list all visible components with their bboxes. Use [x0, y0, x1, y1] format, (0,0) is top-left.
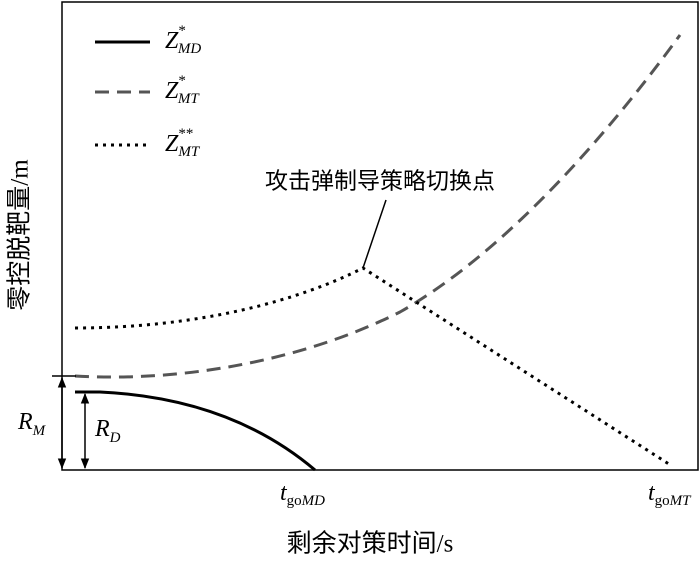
annotation: 攻击弹制导策略切换点	[265, 168, 495, 193]
legend-label: Z** MT	[165, 126, 201, 160]
sup: *	[178, 23, 186, 39]
symbol: R	[94, 416, 110, 442]
curve-zmt	[74, 34, 682, 379]
sub: go	[655, 493, 670, 509]
curve-zmt2	[74, 266, 673, 468]
y-axis-label: 零控脱靶量/m	[6, 159, 34, 311]
r-label: RM	[17, 409, 47, 440]
annotation-leader	[362, 199, 387, 269]
sub: MT	[177, 144, 200, 160]
sub: D	[109, 430, 121, 446]
sub: MD	[177, 41, 201, 57]
symbol: t	[280, 480, 288, 506]
symbol: Z	[165, 78, 179, 104]
x-axis-label: 剩余对策时间/s	[287, 530, 454, 558]
sub: MT	[669, 493, 692, 509]
t-label: tgoMT	[648, 480, 692, 510]
symbol: Z	[165, 131, 179, 157]
symbol: R	[17, 409, 33, 435]
sub: MD	[301, 493, 325, 509]
legend-label: Z* MD	[165, 23, 201, 57]
sub: MT	[177, 91, 200, 107]
r-label: RD	[94, 416, 121, 447]
symbol: Z	[165, 28, 179, 54]
plot-frame	[61, 1, 699, 471]
symbol: t	[648, 480, 656, 506]
sub: M	[32, 423, 47, 439]
curve-zmd	[75, 390, 316, 472]
legend-label: Z* MT	[165, 73, 200, 107]
sup: **	[178, 126, 193, 142]
sup: *	[178, 73, 186, 89]
t-label: tgoMD	[280, 480, 325, 510]
sub: go	[287, 493, 302, 509]
